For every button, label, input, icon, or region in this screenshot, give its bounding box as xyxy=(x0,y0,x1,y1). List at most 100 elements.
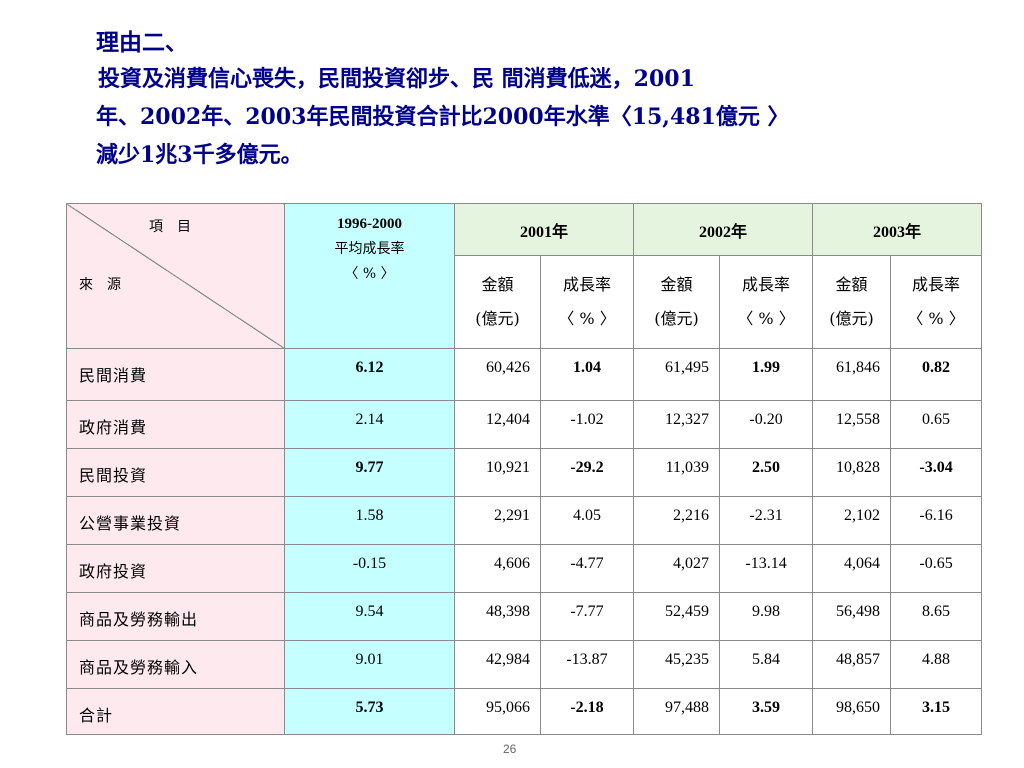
growth-2003: 3.15 xyxy=(890,688,983,735)
row-label: 民間消費 xyxy=(66,348,285,401)
amount-label: 金額 xyxy=(481,275,514,294)
heading-line-1: 理由二、 xyxy=(96,29,188,56)
growth-unit: 〈 % 〉 xyxy=(737,309,795,328)
growth-2001: -4.77 xyxy=(539,544,635,593)
row-label: 商品及勞務輸入 xyxy=(66,640,285,689)
amount-unit: (億元) xyxy=(829,309,874,328)
amount-2003: 2,102 xyxy=(812,496,892,545)
growth-label: 成長率 xyxy=(912,275,961,294)
amount-2001: 12,404 xyxy=(454,400,541,449)
amount-header-2002: 金額 (億元) xyxy=(633,255,721,349)
avg-growth-value: 1.58 xyxy=(284,496,455,545)
growth-2002: 5.84 xyxy=(719,640,814,689)
growth-2003: -0.65 xyxy=(890,544,983,593)
amount-2002: 11,039 xyxy=(633,448,721,497)
table-row: 民間投資 9.77 10,921 -29.2 11,039 2.50 10,82… xyxy=(66,448,983,497)
row-label: 公營事業投資 xyxy=(66,496,285,545)
growth-2001: 4.05 xyxy=(539,496,635,545)
growth-2002: 3.59 xyxy=(719,688,814,735)
growth-2003: 0.82 xyxy=(890,348,983,401)
avg-growth-value: 2.14 xyxy=(284,400,455,449)
growth-2003: 8.65 xyxy=(890,592,983,641)
avg-period: 1996-2000 xyxy=(337,216,402,232)
growth-2001: -7.77 xyxy=(539,592,635,641)
growth-unit: 〈 % 〉 xyxy=(907,309,965,328)
growth-2003: -6.16 xyxy=(890,496,983,545)
avg-growth-unit: 〈 % 〉 xyxy=(344,266,395,282)
amount-2003: 48,857 xyxy=(812,640,892,689)
amount-2002: 97,488 xyxy=(633,688,721,735)
avg-growth-value: 6.12 xyxy=(284,348,455,401)
table-row-total: 合計 5.73 95,066 -2.18 97,488 3.59 98,650 … xyxy=(66,688,983,735)
growth-2002: -0.20 xyxy=(719,400,814,449)
avg-growth-value: 9.54 xyxy=(284,592,455,641)
amount-unit: (億元) xyxy=(475,309,520,328)
amount-2002: 12,327 xyxy=(633,400,721,449)
amount-header-2001: 金額 (億元) xyxy=(454,255,541,349)
amount-2003: 4,064 xyxy=(812,544,892,593)
growth-2003: 0.65 xyxy=(890,400,983,449)
avg-growth-value: 9.77 xyxy=(284,448,455,497)
row-label: 民間投資 xyxy=(66,448,285,497)
row-label: 政府投資 xyxy=(66,544,285,593)
amount-2001: 60,426 xyxy=(454,348,541,401)
growth-2002: 9.98 xyxy=(719,592,814,641)
growth-2001: -2.18 xyxy=(539,688,635,735)
amount-2003: 61,846 xyxy=(812,348,892,401)
amount-label: 金額 xyxy=(660,275,693,294)
amount-2001: 4,606 xyxy=(454,544,541,593)
table-row: 民間消費 6.12 60,426 1.04 61,495 1.99 61,846… xyxy=(66,348,983,401)
corner-header-cell: 項 目 來 源 xyxy=(66,203,285,349)
amount-label: 金額 xyxy=(835,275,868,294)
table-row: 政府消費 2.14 12,404 -1.02 12,327 -0.20 12,5… xyxy=(66,400,983,449)
growth-unit: 〈 % 〉 xyxy=(558,309,616,328)
page-number: 26 xyxy=(503,742,517,756)
growth-2002: 2.50 xyxy=(719,448,814,497)
growth-2002: 1.99 xyxy=(719,348,814,401)
amount-unit: (億元) xyxy=(654,309,699,328)
header-row-2: 金額 (億元) 成長率〈 % 〉 金額 (億元) 成長率〈 % 〉 金額 (億元) 成… xyxy=(67,255,983,349)
table-row: 商品及勞務輸入 9.01 42,984 -13.87 45,235 5.84 4… xyxy=(66,640,983,689)
amount-2003: 98,650 xyxy=(812,688,892,735)
growth-header-2003: 成長率〈 % 〉 xyxy=(890,255,983,349)
row-label: 政府消費 xyxy=(66,400,285,449)
amount-2002: 4,027 xyxy=(633,544,721,593)
amount-2002: 2,216 xyxy=(633,496,721,545)
row-label: 商品及勞務輸出 xyxy=(66,592,285,641)
avg-growth-value: 9.01 xyxy=(284,640,455,689)
amount-2003: 12,558 xyxy=(812,400,892,449)
amount-2003: 10,828 xyxy=(812,448,892,497)
growth-2001: 1.04 xyxy=(539,348,635,401)
growth-2001: -13.87 xyxy=(539,640,635,689)
amount-2001: 48,398 xyxy=(454,592,541,641)
header-row-1: 項 目 來 源 1996-2000 平均成長率 〈 % 〉 2001年 2002… xyxy=(66,203,983,349)
heading-line-3: 年、2002年、2003年民間投資合計比2000年水準〈15,481億元 〉 xyxy=(96,104,790,130)
growth-header-2001: 成長率〈 % 〉 xyxy=(539,255,635,349)
avg-growth-label: 平均成長率 xyxy=(334,241,405,257)
slide-heading: 理由二、 投資及消費信心喪失，民間投資卻步、民 間消費低迷，2001 年、200… xyxy=(96,26,976,174)
growth-label: 成長率 xyxy=(742,275,791,294)
heading-line-4: 減少1兆3千多億元。 xyxy=(96,142,303,168)
growth-header-2002: 成長率〈 % 〉 xyxy=(719,255,814,349)
growth-label: 成長率 xyxy=(563,275,612,294)
amount-2001: 2,291 xyxy=(454,496,541,545)
year-header-2001: 2001年 xyxy=(453,203,635,256)
table-row: 政府投資 -0.15 4,606 -4.77 4,027 -13.14 4,06… xyxy=(66,544,983,593)
amount-2002: 45,235 xyxy=(633,640,721,689)
avg-growth-header: 1996-2000 平均成長率 〈 % 〉 xyxy=(284,203,455,349)
table-row: 商品及勞務輸出 9.54 48,398 -7.77 52,459 9.98 56… xyxy=(66,592,983,641)
growth-2002: -13.14 xyxy=(719,544,814,593)
heading-line-2: 投資及消費信心喪失，民間投資卻步、民 間消費低迷，2001 xyxy=(98,66,695,92)
row-label: 合計 xyxy=(66,688,285,735)
year-header-2002: 2002年 xyxy=(633,203,814,256)
year-header-2003: 2003年 xyxy=(812,203,983,256)
amount-2001: 42,984 xyxy=(454,640,541,689)
amount-2002: 52,459 xyxy=(633,592,721,641)
corner-item-label: 項 目 xyxy=(149,219,191,235)
amount-2001: 95,066 xyxy=(454,688,541,735)
amount-header-2003: 金額 (億元) xyxy=(812,255,892,349)
growth-2002: -2.31 xyxy=(719,496,814,545)
amount-2001: 10,921 xyxy=(454,448,541,497)
growth-2003: -3.04 xyxy=(890,448,983,497)
avg-growth-value: 5.73 xyxy=(284,688,455,735)
